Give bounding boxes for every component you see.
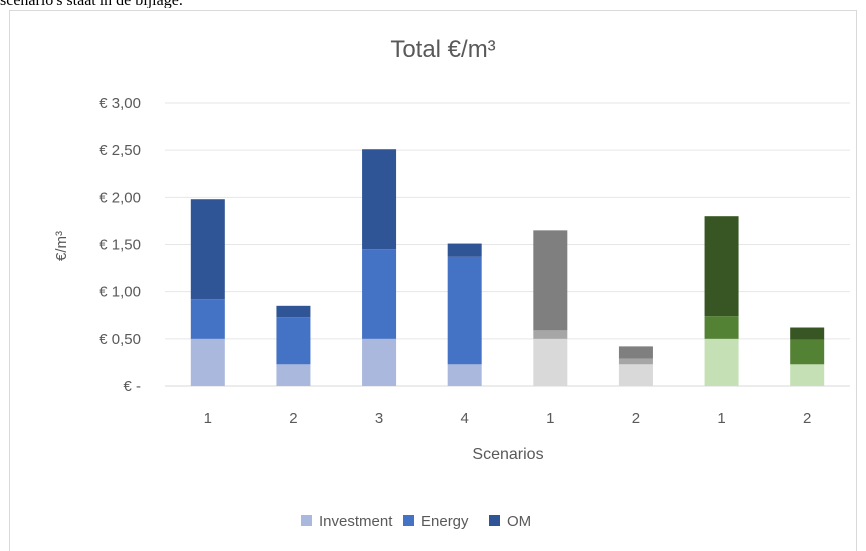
legend-label: Energy xyxy=(421,513,469,530)
bar-segment-energy xyxy=(276,317,311,365)
y-tick-label: € 2,00 xyxy=(99,189,141,206)
x-tick-labels: 1 2 3 4 1 2 1 2 xyxy=(204,410,812,427)
y-tick-label: € 3,00 xyxy=(99,95,141,112)
x-tick-label: 4 xyxy=(461,410,469,427)
bar-segment-energy xyxy=(362,249,397,339)
y-tick-labels: € - € 0,50 € 1,00 € 1,50 € 2,00 € 2,50 € 3,00 xyxy=(99,95,141,395)
y-tick-label: € 2,50 xyxy=(99,142,141,159)
bar-segment-investment xyxy=(704,338,739,386)
bar-segment-energy xyxy=(618,358,653,365)
x-tick-label: 2 xyxy=(632,410,640,427)
bar-segment-om xyxy=(362,149,397,250)
bar-segment-om xyxy=(447,243,482,257)
legend-swatch xyxy=(301,515,312,526)
x-tick-label: 2 xyxy=(803,410,811,427)
legend-swatch xyxy=(403,515,414,526)
caption-fragment: scenario's staat in de bijlage. xyxy=(0,0,866,8)
bar-segment-investment xyxy=(276,364,311,386)
bar-segment-investment xyxy=(447,364,482,386)
bar-segment-investment xyxy=(790,364,825,386)
bar-segment-energy xyxy=(704,316,739,339)
y-tick-label: € 0,50 xyxy=(99,331,141,348)
y-tick-label: € 1,00 xyxy=(99,284,141,301)
y-tick-label: € - xyxy=(123,378,141,395)
x-tick-label: 1 xyxy=(546,410,554,427)
bar-segment-investment xyxy=(362,338,397,386)
y-tick-label: € 1,50 xyxy=(99,237,141,254)
y-axis-label: €/m³ xyxy=(53,231,70,261)
x-tick-label: 3 xyxy=(375,410,383,427)
x-tick-label: 2 xyxy=(289,410,297,427)
bar-segment-investment xyxy=(618,364,653,386)
bar-segment-investment xyxy=(533,338,568,386)
bar-segment-energy xyxy=(190,299,225,339)
bar-segment-energy xyxy=(790,339,825,365)
bar-segment-om xyxy=(790,327,825,340)
legend-label: OM xyxy=(507,513,531,530)
bar-segment-om xyxy=(618,346,653,359)
bar-segment-om xyxy=(704,216,739,317)
chart-title: Total €/m³ xyxy=(390,36,495,63)
legend: Investment Energy OM xyxy=(301,513,531,530)
x-axis-label: Scenarios xyxy=(472,446,543,463)
x-tick-label: 1 xyxy=(717,410,725,427)
gridlines xyxy=(165,102,850,387)
bar-segment-energy xyxy=(447,256,482,365)
bar-segment-investment xyxy=(190,338,225,386)
bar-segment-om xyxy=(190,199,225,300)
bars xyxy=(190,149,825,386)
bar-segment-om xyxy=(276,305,311,318)
x-tick-label: 1 xyxy=(204,410,212,427)
bar-segment-energy xyxy=(533,330,568,339)
legend-swatch xyxy=(489,515,500,526)
bar-segment-om xyxy=(533,230,568,331)
legend-label: Investment xyxy=(319,513,393,530)
